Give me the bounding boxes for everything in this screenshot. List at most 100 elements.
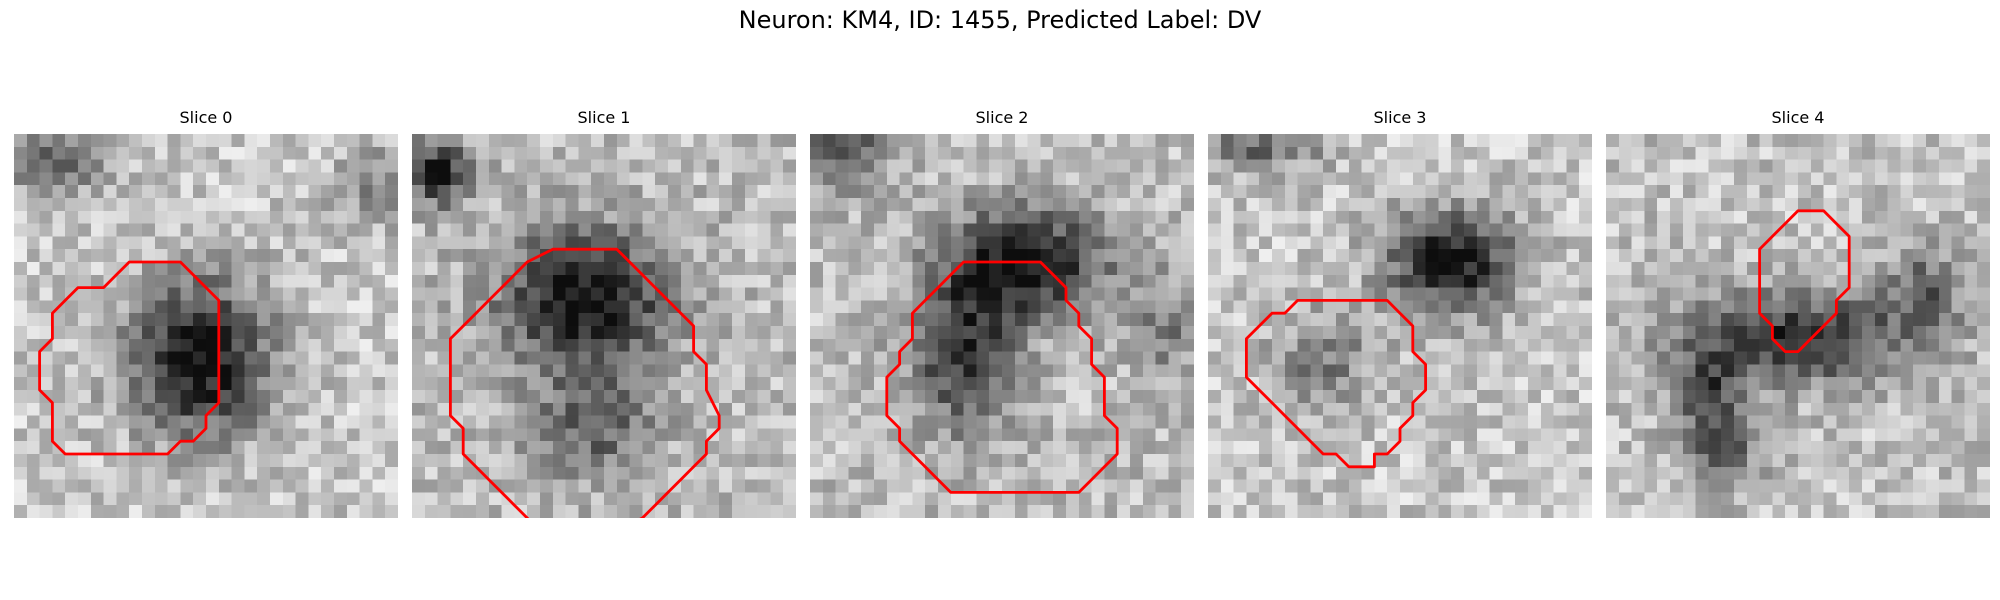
pixel [1181,313,1194,327]
pixel [514,236,528,250]
pixel [1310,262,1324,276]
pixel [1476,159,1490,173]
pixel [1977,402,1990,416]
pixel [1489,249,1503,263]
pixel [668,441,682,455]
pixel [616,300,630,314]
pixel [604,479,618,493]
pixel [129,287,143,301]
pixel [1798,262,1812,276]
pixel [1014,300,1028,314]
pixel [1862,198,1876,212]
pixel [680,287,694,301]
pixel [783,402,796,416]
pixel [899,134,913,148]
pixel [1618,172,1632,186]
pixel [1682,146,1696,160]
pixel [39,185,53,199]
pixel [1259,364,1273,378]
pixel [116,287,130,301]
pixel [1400,326,1414,340]
pixel [65,236,79,250]
pixel [52,428,66,442]
pixel [1284,351,1298,365]
pixel [65,402,79,416]
pixel [1476,415,1490,429]
pixel [1451,492,1465,506]
pixel [527,492,541,506]
pixel [1631,441,1645,455]
pixel [1759,134,1773,148]
pixel [1002,364,1016,378]
pixel [1823,402,1837,416]
pixel [938,454,952,468]
pixel [476,198,490,212]
pixel [1464,402,1478,416]
pixel [1117,364,1131,378]
pixel [1348,223,1362,237]
pixel [1425,326,1439,340]
pixel [167,338,181,352]
pixel [655,262,669,276]
pixel [1836,415,1850,429]
pixel [231,185,245,199]
pixel [1938,185,1952,199]
pixel [912,377,926,391]
pixel [1823,492,1837,506]
pixel [1155,364,1169,378]
pixel [1887,338,1901,352]
pixel [1489,274,1503,288]
pixel [1464,287,1478,301]
pixel [552,249,566,263]
pixel [1721,466,1735,480]
pixel [1323,134,1337,148]
pixel [1142,351,1156,365]
pixel [1798,236,1812,250]
pixel [1772,300,1786,314]
pixel [938,146,952,160]
pixel [1066,210,1080,224]
pixel [1002,390,1016,404]
pixel [1772,313,1786,327]
pixel [1489,146,1503,160]
pixel [372,159,386,173]
pixel [501,185,515,199]
pixel [1155,377,1169,391]
pixel [1208,351,1222,365]
pixel [295,300,309,314]
pixel [655,428,669,442]
pixel [1451,236,1465,250]
pixel [976,326,990,340]
pixel [372,377,386,391]
pixel [629,338,643,352]
pixel [1785,146,1799,160]
pixel [116,479,130,493]
pixel [578,198,592,212]
pixel [1425,466,1439,480]
pixel [1476,492,1490,506]
pixel [142,159,156,173]
pixel [1746,402,1760,416]
pixel [899,223,913,237]
pixel [899,249,913,263]
pixel [1361,454,1375,468]
pixel [321,223,335,237]
pixel [1606,172,1620,186]
pixel [1900,492,1914,506]
pixel [321,134,335,148]
pixel [744,249,758,263]
pixel [1528,249,1542,263]
pixel [308,492,322,506]
pixel [848,492,862,506]
pixel [1336,287,1350,301]
pixel [65,377,79,391]
pixel [1515,390,1529,404]
pixel [1040,428,1054,442]
pixel [1951,262,1965,276]
pixel [476,390,490,404]
pixel [103,364,117,378]
pixel [218,249,232,263]
pixel [103,492,117,506]
pixel [1438,313,1452,327]
pixel [822,415,836,429]
